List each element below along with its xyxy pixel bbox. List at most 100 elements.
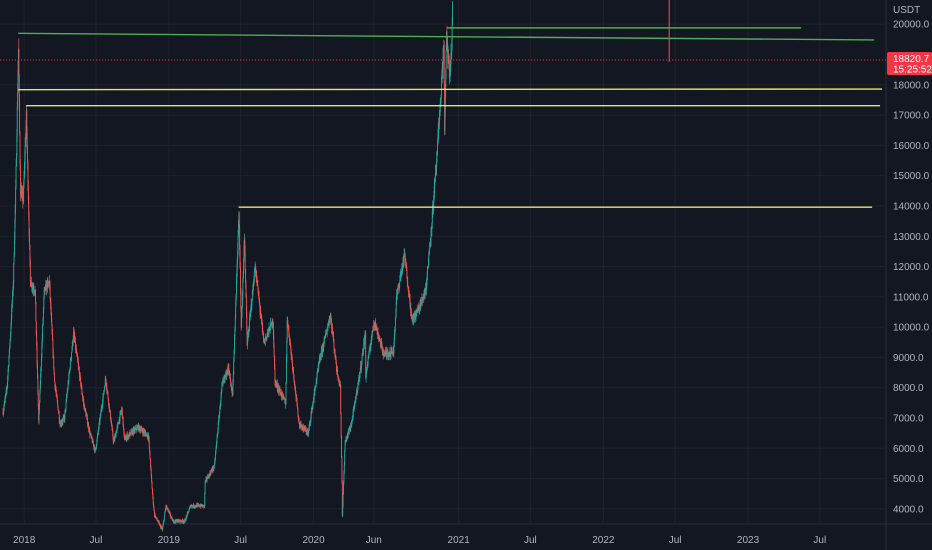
candle-body-down (195, 505, 197, 507)
candle-body-down (262, 326, 264, 331)
candle-body-down (448, 65, 450, 78)
candle-body-down (174, 520, 176, 522)
candle-body-down (150, 465, 152, 470)
candle-body-down (27, 186, 29, 202)
candle-body-down (377, 333, 379, 335)
candle-body-up (313, 392, 315, 399)
candle-body-up (17, 92, 19, 107)
candle-body-up (222, 382, 224, 385)
candle-body-up (356, 390, 358, 395)
candle-body-up (69, 360, 71, 369)
candle-body-up (345, 440, 346, 443)
candle-body-down (90, 434, 92, 437)
candle-body-down (228, 370, 230, 373)
candle-body-up (68, 373, 70, 375)
candle-body-down (30, 280, 32, 286)
price-tick-label: 15000.0 (893, 171, 930, 182)
candle-body-up (324, 335, 326, 338)
candle-body-down (52, 340, 54, 354)
candle-body-down (178, 520, 180, 521)
candle-body-up (346, 435, 348, 438)
candle-body-up (350, 423, 352, 427)
candle-body-down (159, 524, 161, 526)
candle-body-down (191, 505, 193, 507)
candle-body-down (82, 395, 84, 398)
candle-body-down (139, 427, 141, 430)
candle-body-down (269, 328, 271, 331)
candle-body-up (211, 470, 212, 472)
candle-body-down (339, 382, 340, 384)
candle-body-up (395, 311, 397, 319)
candle-body-up (22, 200, 24, 202)
candle-body-up (344, 451, 346, 465)
candle-body-up (320, 357, 322, 359)
time-axis[interactable]: 2018 Jul 2019 Jul 2020 Jun 2021 Jul 2022 Jul 2023 J… (13, 535, 826, 546)
candle-body-up (162, 526, 164, 530)
candle-body-down (416, 309, 418, 312)
candle-body-up (42, 308, 44, 320)
candle-body-up (98, 421, 100, 425)
candle-body-up (120, 413, 122, 414)
candle-body-down (167, 508, 169, 511)
candle-body-down (135, 429, 137, 431)
candle-body-down (273, 334, 275, 347)
candle-body-up (371, 330, 373, 336)
candle-body-down (81, 387, 83, 393)
candle-body-down (271, 321, 273, 326)
candle-body-up (368, 352, 370, 358)
candle-body-up (96, 439, 98, 445)
candle-body-up (4, 400, 6, 405)
price-axis[interactable]: USDT 20000.0 18000.0 17000.0 16000.0 15000.0… (893, 5, 930, 515)
candle-body-down (26, 132, 28, 149)
candle-body-down (84, 405, 86, 411)
candle-body-up (194, 506, 196, 508)
candle-body-up (226, 371, 228, 374)
candle-body-up (235, 303, 237, 319)
candle-body-down (259, 300, 260, 305)
candle-body-up (115, 432, 117, 437)
candle-body-down (107, 398, 109, 404)
candle-body-down (36, 346, 38, 364)
candle-body-down (290, 349, 292, 356)
candle-body-up (70, 357, 72, 360)
candle-body-down (422, 298, 424, 300)
candle-body-up (449, 75, 451, 78)
candle-body-up (355, 394, 357, 400)
candle-body-down (332, 334, 334, 337)
candle-body-up (362, 349, 364, 354)
candle-body-up (348, 430, 350, 433)
candle-body-up (163, 521, 164, 525)
candle-body-up (132, 429, 134, 434)
candle-body-up (361, 356, 363, 362)
candle-body-down (279, 389, 281, 393)
candle-body-down (103, 393, 105, 395)
candle-body-down (82, 397, 84, 401)
candle-body-down (199, 506, 201, 508)
candle-body-down (244, 240, 246, 253)
candle-body-down (18, 48, 20, 76)
candle-body-down (298, 420, 300, 424)
candle-body-down (274, 355, 275, 369)
candle-body-up (430, 226, 432, 239)
candle-body-down (35, 289, 36, 302)
candle-body-up (10, 333, 11, 340)
candle-body-down (47, 281, 49, 283)
candle-body-down (29, 244, 31, 262)
candle-body-up (61, 422, 63, 424)
candle-body-up (64, 409, 66, 413)
candle-body-up (415, 313, 417, 318)
candle-body-up (204, 492, 206, 506)
candle-body-down (107, 393, 109, 399)
candle-body-down (83, 404, 85, 406)
candle-body-up (126, 436, 128, 439)
candle-body-up (354, 400, 356, 401)
candle-body-down (37, 375, 39, 393)
candle-body-down (448, 63, 450, 66)
candle-body-up (42, 319, 44, 326)
candle-body-up (346, 437, 348, 441)
candle-body-up (314, 387, 316, 392)
candle-body-up (316, 379, 317, 383)
candle-body-up (118, 419, 120, 424)
